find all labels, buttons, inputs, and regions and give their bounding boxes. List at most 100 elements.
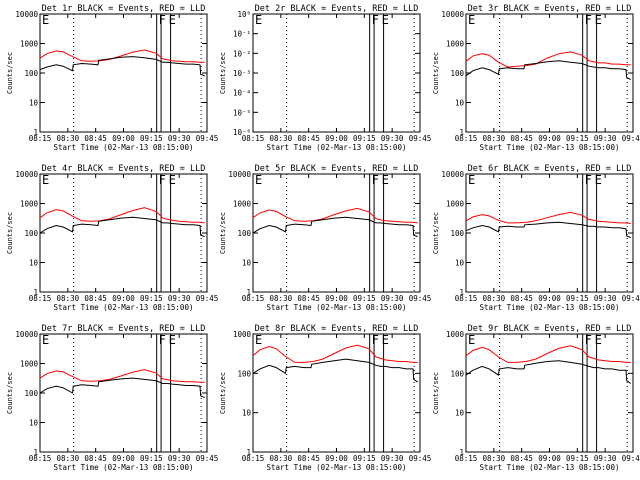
y-tick-label: 1000 bbox=[20, 200, 39, 209]
y-axis-label: Counts/sec bbox=[219, 212, 227, 254]
y-tick-label: 10⁻² bbox=[233, 49, 251, 58]
y-tick-label: 10 bbox=[29, 99, 39, 108]
y-axis-label: Counts/sec bbox=[6, 52, 14, 94]
marker-f: F bbox=[372, 333, 379, 347]
y-tick-label: 10 bbox=[242, 259, 252, 268]
x-tick-label: 09:30 bbox=[594, 134, 617, 143]
lld-series-line bbox=[252, 344, 418, 363]
x-tick-label: 09:00 bbox=[112, 454, 135, 463]
y-tick-label: 10000 bbox=[15, 330, 38, 339]
panel-det-5: Det 5r BLACK = Events, RED = LLD 08:15 08:… bbox=[219, 164, 431, 312]
x-tick-label: 09:15 bbox=[140, 454, 163, 463]
y-tick-label: 100 bbox=[237, 369, 251, 378]
x-tick-label: 08:45 bbox=[297, 294, 320, 303]
marker-e: E bbox=[382, 13, 389, 27]
marker-e: E bbox=[468, 173, 475, 187]
x-tick-label: 09:30 bbox=[168, 294, 191, 303]
lld-series-line bbox=[465, 211, 631, 224]
panel-title: Det 6r BLACK = Events, RED = LLD bbox=[468, 164, 632, 174]
marker-e: E bbox=[42, 333, 49, 347]
marker-f: F bbox=[159, 173, 166, 187]
x-tick-label: 08:30 bbox=[483, 454, 506, 463]
x-axis-label: Start Time (02-Mar-13 08:15:00) bbox=[267, 463, 407, 472]
x-tick-label: 09:00 bbox=[325, 294, 348, 303]
y-tick-label: 10 bbox=[455, 259, 465, 268]
x-tick-label: 08:15 bbox=[455, 454, 478, 463]
panel-det-9: Det 9r BLACK = Events, RED = LLD 08:15 08:… bbox=[432, 324, 640, 472]
x-tick-label: 08:45 bbox=[84, 294, 107, 303]
y-axis-label: Counts/sec bbox=[6, 372, 14, 414]
lld-series-line bbox=[39, 207, 205, 224]
y-tick-label: 1 bbox=[459, 128, 464, 137]
y-tick-label: 1000 bbox=[233, 200, 252, 209]
x-tick-label: 09:00 bbox=[112, 294, 135, 303]
y-tick-label: 1000 bbox=[20, 360, 39, 369]
marker-f: F bbox=[372, 13, 379, 27]
y-tick-label: 1 bbox=[246, 448, 251, 457]
y-tick-label: 1000 bbox=[233, 330, 252, 339]
x-tick-label: 08:15 bbox=[242, 134, 265, 143]
marker-e: E bbox=[169, 173, 176, 187]
panel-title: Det 2r BLACK = Events, RED = LLD bbox=[255, 4, 419, 14]
x-axis-label: Start Time (02-Mar-13 08:15:00) bbox=[54, 463, 194, 472]
x-tick-label: 08:30 bbox=[270, 454, 293, 463]
x-tick-label: 08:45 bbox=[510, 134, 533, 143]
y-tick-label: 100 bbox=[24, 229, 38, 238]
y-tick-label: 10000 bbox=[15, 170, 38, 179]
x-tick-label: 08:45 bbox=[84, 134, 107, 143]
x-tick-label: 09:15 bbox=[140, 134, 163, 143]
y-tick-label: 10⁻¹ bbox=[233, 30, 251, 39]
y-tick-label: 10⁻⁵ bbox=[233, 108, 251, 117]
events-series-line bbox=[39, 377, 205, 399]
x-axis-label: Start Time (02-Mar-13 08:15:00) bbox=[54, 303, 194, 312]
x-axis-label: Start Time (02-Mar-13 08:15:00) bbox=[480, 303, 620, 312]
x-tick-label: 08:15 bbox=[29, 294, 52, 303]
x-tick-label: 09:00 bbox=[325, 454, 348, 463]
y-tick-label: 10 bbox=[455, 99, 465, 108]
y-tick-label: 1000 bbox=[446, 200, 465, 209]
x-tick-label: 08:30 bbox=[483, 134, 506, 143]
panel-det-3: Det 3r BLACK = Events, RED = LLD 08:15 08:… bbox=[432, 4, 640, 152]
marker-e: E bbox=[169, 13, 176, 27]
x-tick-label: 08:15 bbox=[242, 294, 265, 303]
y-tick-label: 100 bbox=[450, 229, 464, 238]
x-tick-label: 09:30 bbox=[168, 454, 191, 463]
y-axis-label: Counts/sec bbox=[432, 52, 440, 94]
marker-e: E bbox=[595, 333, 602, 347]
y-tick-label: 100 bbox=[24, 389, 38, 398]
x-tick-label: 09:30 bbox=[594, 294, 617, 303]
x-tick-label: 08:15 bbox=[29, 134, 52, 143]
y-tick-label: 10⁻³ bbox=[233, 69, 251, 78]
y-tick-label: 10⁻⁶ bbox=[233, 128, 251, 137]
plot-frame bbox=[39, 333, 208, 453]
panel-det-1: Det 1r BLACK = Events, RED = LLD 08:15 08:… bbox=[6, 4, 218, 152]
marker-e: E bbox=[42, 13, 49, 27]
panel-title: Det 8r BLACK = Events, RED = LLD bbox=[255, 324, 419, 334]
events-series-line bbox=[39, 216, 205, 238]
events-series-line bbox=[465, 221, 631, 239]
marker-e: E bbox=[468, 13, 475, 27]
x-tick-label: 08:45 bbox=[510, 454, 533, 463]
x-tick-label: 09:00 bbox=[538, 454, 561, 463]
y-tick-label: 10000 bbox=[441, 10, 464, 19]
lld-series-line bbox=[39, 49, 205, 63]
x-tick-label: 09:15 bbox=[353, 454, 376, 463]
plot-frame bbox=[465, 173, 634, 293]
marker-f: F bbox=[372, 173, 379, 187]
x-tick-label: 09:30 bbox=[168, 134, 191, 143]
x-tick-label: 09:15 bbox=[140, 294, 163, 303]
x-tick-label: 09:15 bbox=[353, 294, 376, 303]
y-axis-label: Counts/sec bbox=[219, 52, 227, 94]
x-tick-label: 09:15 bbox=[566, 454, 589, 463]
y-tick-label: 1000 bbox=[446, 40, 465, 49]
marker-f: F bbox=[585, 333, 592, 347]
x-tick-label: 08:30 bbox=[57, 294, 80, 303]
x-tick-label: 09:00 bbox=[538, 294, 561, 303]
x-tick-label: 09:30 bbox=[594, 454, 617, 463]
x-tick-label: 09:30 bbox=[381, 454, 404, 463]
x-tick-label: 09:00 bbox=[112, 134, 135, 143]
y-axis-label: Counts/sec bbox=[219, 372, 227, 414]
marker-f: F bbox=[585, 13, 592, 27]
x-tick-label: 08:45 bbox=[510, 294, 533, 303]
